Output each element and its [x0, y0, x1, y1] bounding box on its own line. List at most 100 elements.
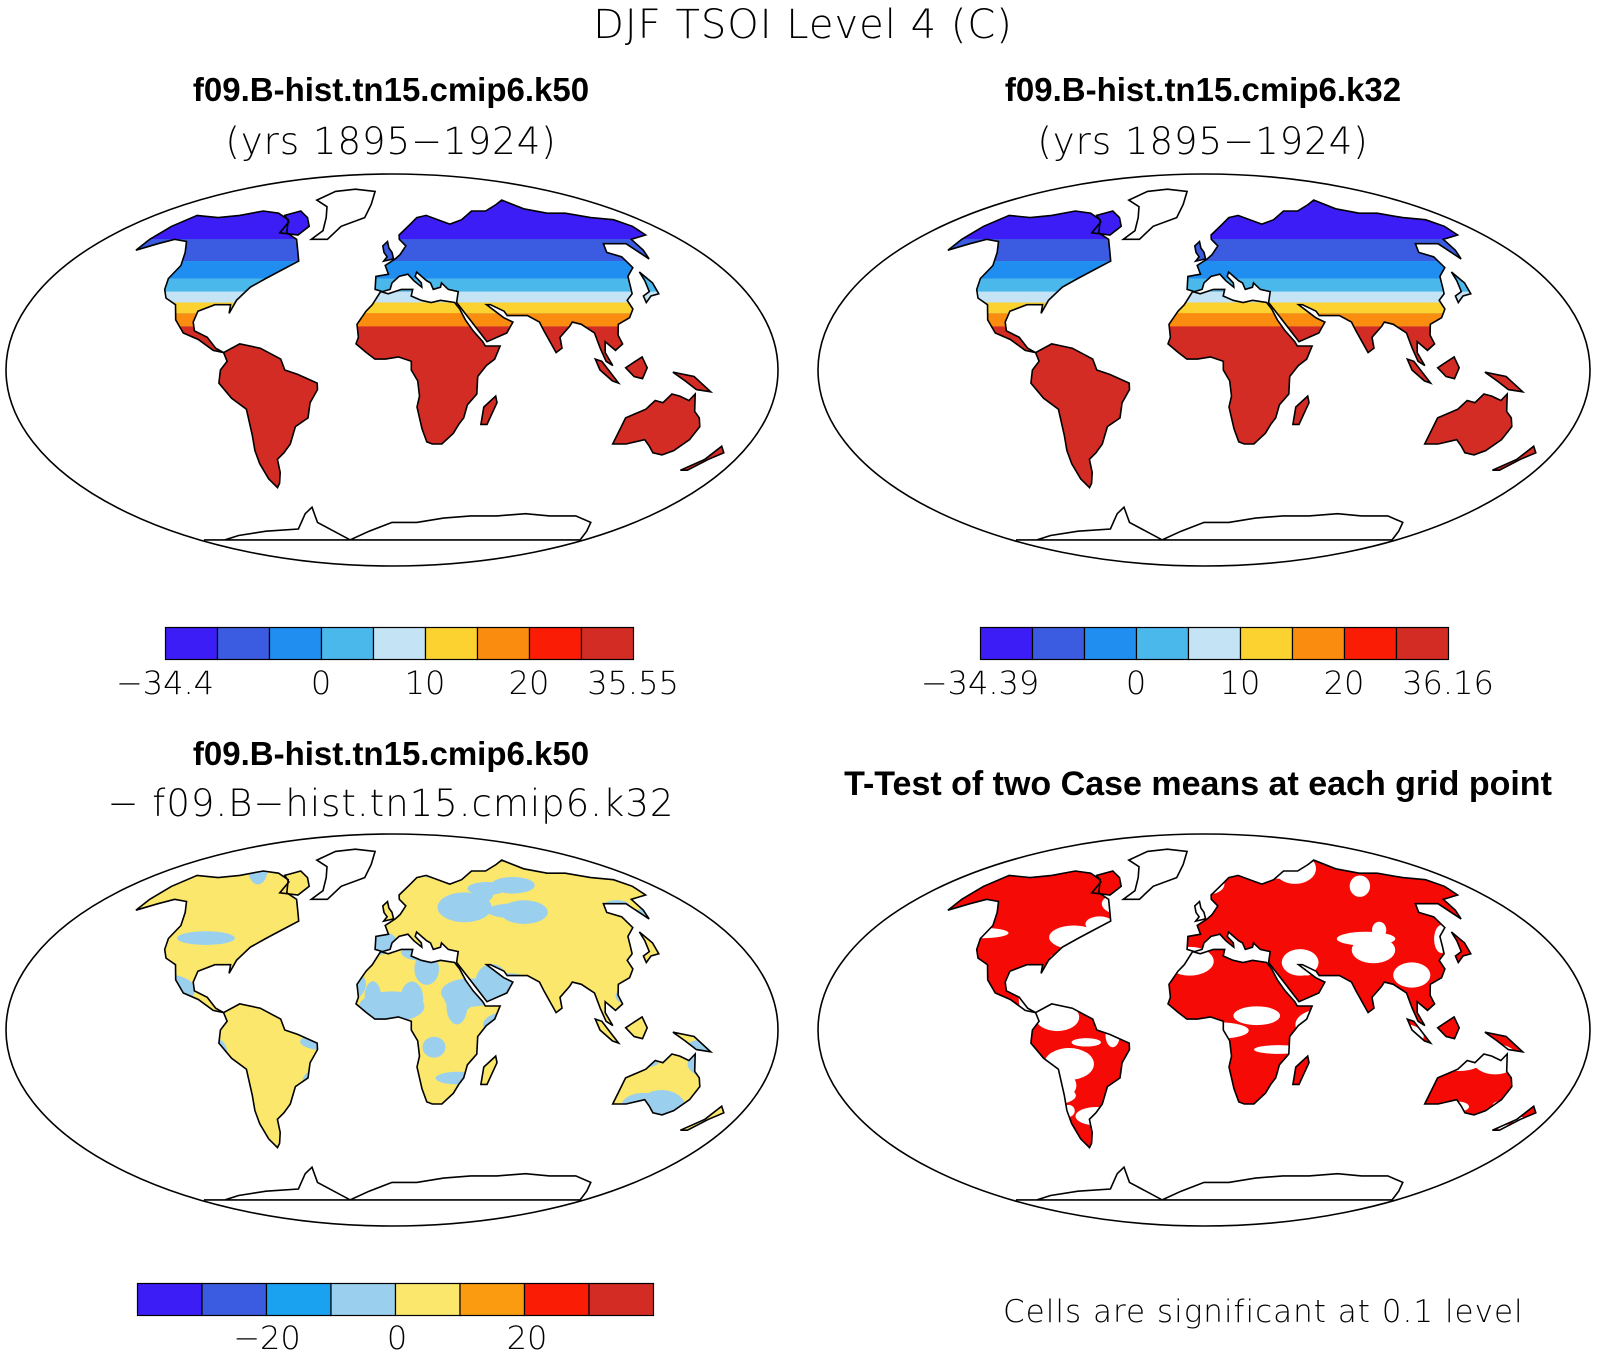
colorbar-box [320, 626, 375, 661]
insignificant-patch [1190, 1022, 1249, 1039]
difference-patch [422, 1036, 446, 1058]
difference-patch [387, 1127, 451, 1142]
insignificant-patch [1445, 1101, 1469, 1112]
difference-patch [85, 928, 126, 941]
colorbar-box [216, 626, 271, 661]
coastline-baffin [1090, 870, 1123, 896]
insignificant-patch [1523, 1069, 1536, 1085]
insignificant-patch [1085, 916, 1114, 932]
colorbar-box [588, 1282, 655, 1317]
diff-colorbar-tick-neg20: −20 [233, 1319, 301, 1357]
land-greenland [311, 189, 376, 240]
difference-patch [64, 1113, 130, 1130]
coastline-madagascar [479, 394, 498, 426]
diff-colorbar [136, 1282, 655, 1317]
temperature-band [947, 302, 1536, 314]
coastline-antarctica [1015, 1165, 1404, 1201]
insignificant-patch [1499, 940, 1523, 958]
difference-patch [694, 1129, 724, 1148]
coastline-north_america [947, 210, 1112, 354]
insignificant-patch [1349, 875, 1371, 897]
insignificant-patch [1274, 860, 1317, 884]
ttest-note: Cells are significant at 0.1 level [1003, 1294, 1524, 1330]
insignificant-patch [1084, 955, 1102, 987]
coastline-australia [1423, 391, 1513, 456]
coastline-sumatra [593, 357, 621, 385]
coastline-japan [638, 931, 661, 965]
map-land-group [36, 848, 725, 1201]
case1-colorbar-min: −34.4 [115, 664, 215, 702]
insignificant-patch [1157, 1152, 1174, 1166]
land-antarctica [1015, 1167, 1403, 1200]
insignificant-patch [872, 1136, 927, 1162]
difference-patch [36, 968, 65, 986]
difference-patch [435, 1071, 480, 1085]
difference-patch [543, 1060, 575, 1081]
colorbar-box [1187, 626, 1242, 661]
main-title: DJF TSOI Level 4 (C) [593, 2, 1013, 48]
map-border [5, 833, 779, 1227]
coastline-borneo [624, 1015, 649, 1040]
coastline-madagascar [1291, 1054, 1310, 1086]
insignificant-patch [1139, 1009, 1155, 1031]
land-north_america [947, 871, 1111, 1013]
colorbar-box [1343, 626, 1398, 661]
coastline-borneo [1436, 1015, 1461, 1040]
case1-colorbar-max: 35.55 [587, 664, 679, 702]
case2-colorbar-tick-20: 20 [1323, 664, 1365, 702]
land-antarctica [203, 1167, 591, 1200]
difference-patch [358, 1074, 419, 1110]
temperature-band [135, 291, 724, 303]
colorbar-box [268, 626, 323, 661]
difference-patch [321, 1125, 363, 1148]
coastline-greenland [1120, 188, 1189, 241]
coastline-south_america [1030, 1003, 1131, 1149]
difference-patch [673, 1155, 710, 1191]
colorbar-box [476, 626, 531, 661]
insignificant-patch [971, 1073, 985, 1083]
insignificant-patch [827, 1003, 882, 1034]
land-antarctica [1015, 507, 1403, 540]
case1-colorbar-tick-10: 10 [404, 664, 446, 702]
difference-patch [677, 965, 708, 983]
difference-patch [335, 1009, 356, 1045]
insignificant-patch [1379, 1103, 1428, 1129]
insignificant-patch [819, 852, 869, 884]
case1-colorbar-tick-20: 20 [508, 664, 550, 702]
difference-patch [165, 1024, 214, 1041]
temperature-band [135, 313, 724, 327]
case1-map [5, 173, 779, 567]
insignificant-patch [1161, 1087, 1178, 1117]
insignificant-patch [1349, 1070, 1378, 1095]
coastline-eurasia [1186, 859, 1462, 1027]
insignificant-patch [917, 1087, 938, 1115]
coastline-nz [680, 1104, 725, 1131]
insignificant-patch [1233, 1006, 1281, 1026]
coastline-britain [1193, 899, 1207, 923]
difference-patch [414, 953, 440, 985]
coastline-borneo [624, 355, 649, 380]
insignificant-patch [1065, 949, 1091, 968]
difference-patch [339, 902, 383, 921]
coastline-japan [638, 271, 661, 305]
insignificant-patch [1476, 1177, 1502, 1189]
case2-colorbar-tick-0: 0 [1125, 664, 1147, 702]
difference-patch [264, 957, 285, 994]
coastline-africa [1167, 948, 1314, 1105]
insignificant-patch [805, 1169, 821, 1179]
map-land-group [135, 188, 725, 541]
coastline-africa [1167, 288, 1314, 445]
coastline-japan [1450, 931, 1473, 965]
insignificant-patch [1559, 891, 1606, 923]
ttest-map [817, 833, 1606, 1227]
insignificant-patch [1379, 1071, 1422, 1084]
land-madagascar [480, 1056, 497, 1085]
coastline-greenland [1120, 848, 1189, 901]
colorbar-box [580, 626, 635, 661]
insignificant-patch [1006, 1098, 1040, 1119]
temperature-band [947, 313, 1536, 327]
insignificant-patch [1545, 1003, 1569, 1016]
colorbar-box [1239, 626, 1294, 661]
difference-patch [612, 1056, 659, 1069]
insignificant-patch [1321, 1082, 1344, 1095]
